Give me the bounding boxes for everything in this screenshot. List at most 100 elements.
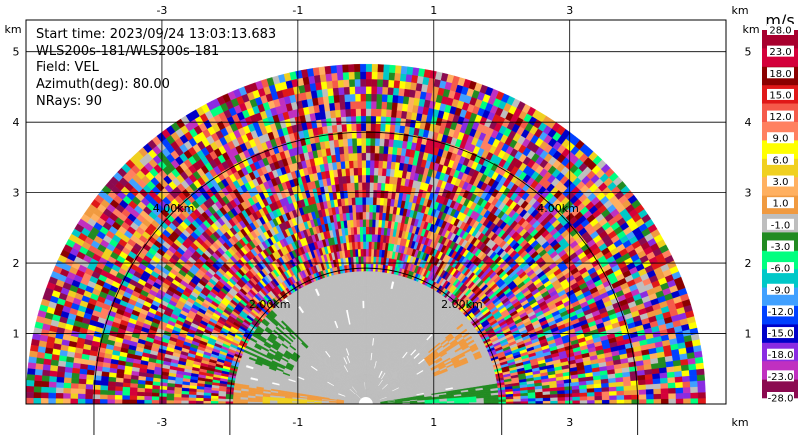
velocity-cell — [239, 399, 248, 403]
velocity-cell — [358, 204, 363, 213]
velocity-cell — [542, 397, 551, 402]
velocity-cell — [354, 197, 360, 206]
velocity-cell — [370, 248, 375, 257]
velocity-cell — [173, 397, 182, 402]
velocity-cell — [362, 233, 366, 242]
velocity-cell — [232, 396, 241, 400]
velocity-cell — [362, 241, 366, 250]
velocity-cell — [368, 219, 373, 228]
velocity-cell — [195, 397, 204, 402]
velocity-cell — [365, 293, 368, 301]
velocity-cell — [365, 263, 369, 272]
velocity-cell — [365, 197, 370, 205]
velocity-cell — [254, 399, 263, 403]
velocity-cell — [374, 219, 379, 228]
velocity-cell — [367, 278, 371, 287]
velocity-cell — [368, 226, 373, 235]
velocity-cell — [375, 197, 381, 206]
velocity-cell — [225, 398, 234, 402]
velocity-cell — [368, 211, 373, 220]
velocity-cell — [368, 233, 372, 242]
velocity-cell — [557, 396, 566, 401]
velocity-cell — [550, 400, 559, 405]
velocity-cell — [370, 241, 375, 250]
velocity-cell — [365, 278, 369, 286]
velocity-cell — [188, 394, 197, 399]
velocity-cell — [549, 393, 559, 398]
velocity-cell — [362, 248, 366, 257]
velocity-cell — [359, 226, 364, 235]
velocity-cell — [368, 248, 372, 257]
velocity-cell — [203, 395, 212, 399]
velocity-cell — [375, 204, 380, 213]
velocity-cell — [362, 219, 366, 227]
velocity-cell — [363, 270, 366, 279]
velocity-cell — [166, 400, 175, 405]
velocity-cell — [210, 395, 219, 400]
velocity-cell — [166, 396, 175, 401]
velocity-cell — [371, 226, 376, 235]
velocity-cell — [195, 394, 204, 399]
velocity-cell — [203, 398, 212, 402]
velocity-cell — [564, 400, 573, 405]
velocity-cell — [181, 390, 190, 395]
velocity-cell — [564, 392, 573, 398]
velocity-cell — [173, 390, 182, 395]
velocity-cell — [358, 211, 363, 220]
velocity-cell — [371, 233, 375, 242]
velocity-cell — [550, 397, 558, 402]
velocity-cell — [362, 226, 366, 235]
velocity-cell — [365, 315, 368, 324]
velocity-cell — [365, 285, 369, 294]
velocity-cell — [180, 394, 190, 399]
velocity-cell — [363, 278, 366, 286]
velocity-cell — [232, 399, 241, 403]
velocity-cell — [365, 233, 370, 242]
velocity-cell — [367, 270, 371, 279]
velocity-cell — [210, 398, 219, 402]
velocity-field — [25, 63, 706, 411]
velocity-cell — [358, 196, 363, 205]
velocity-cell — [363, 263, 366, 272]
velocity-cell — [368, 241, 372, 250]
velocity-cell — [372, 211, 377, 220]
velocity-cell — [365, 204, 370, 213]
velocity-cell — [365, 219, 370, 227]
velocity-cell — [368, 256, 372, 264]
velocity-cell — [365, 270, 369, 279]
velocity-cell — [557, 400, 566, 405]
velocity-cell — [365, 307, 368, 316]
velocity-cell — [217, 398, 226, 402]
velocity-cell — [368, 204, 374, 213]
velocity-cell — [365, 226, 370, 235]
velocity-cell — [557, 393, 566, 398]
velocity-cell — [362, 204, 366, 213]
velocity-cell — [372, 197, 377, 206]
velocity-cell — [359, 219, 363, 228]
velocity-cell — [188, 397, 197, 402]
velocity-cell — [513, 398, 522, 402]
velocity-cell — [355, 204, 360, 213]
velocity-cell — [365, 248, 369, 257]
velocity-cell — [365, 241, 369, 250]
velocity-cell — [365, 300, 368, 309]
velocity-cell — [369, 196, 374, 205]
velocity-cell — [166, 393, 175, 398]
velocity-cell — [367, 263, 371, 272]
velocity-cell — [564, 396, 573, 401]
velocity-cell — [365, 256, 369, 264]
velocity-cell — [362, 211, 366, 220]
velocity-cell — [181, 397, 189, 402]
velocity-cell — [355, 211, 360, 220]
velocity-cell — [367, 292, 370, 301]
velocity-cell — [372, 204, 377, 213]
velocity-cell — [166, 389, 175, 395]
velocity-cell — [173, 400, 182, 405]
velocity-cell — [361, 197, 366, 205]
velocity-cell — [359, 233, 364, 242]
velocity-cell — [365, 211, 370, 220]
velocity-cell — [375, 211, 380, 221]
velocity-cell — [365, 322, 368, 331]
velocity-cell — [535, 397, 544, 402]
